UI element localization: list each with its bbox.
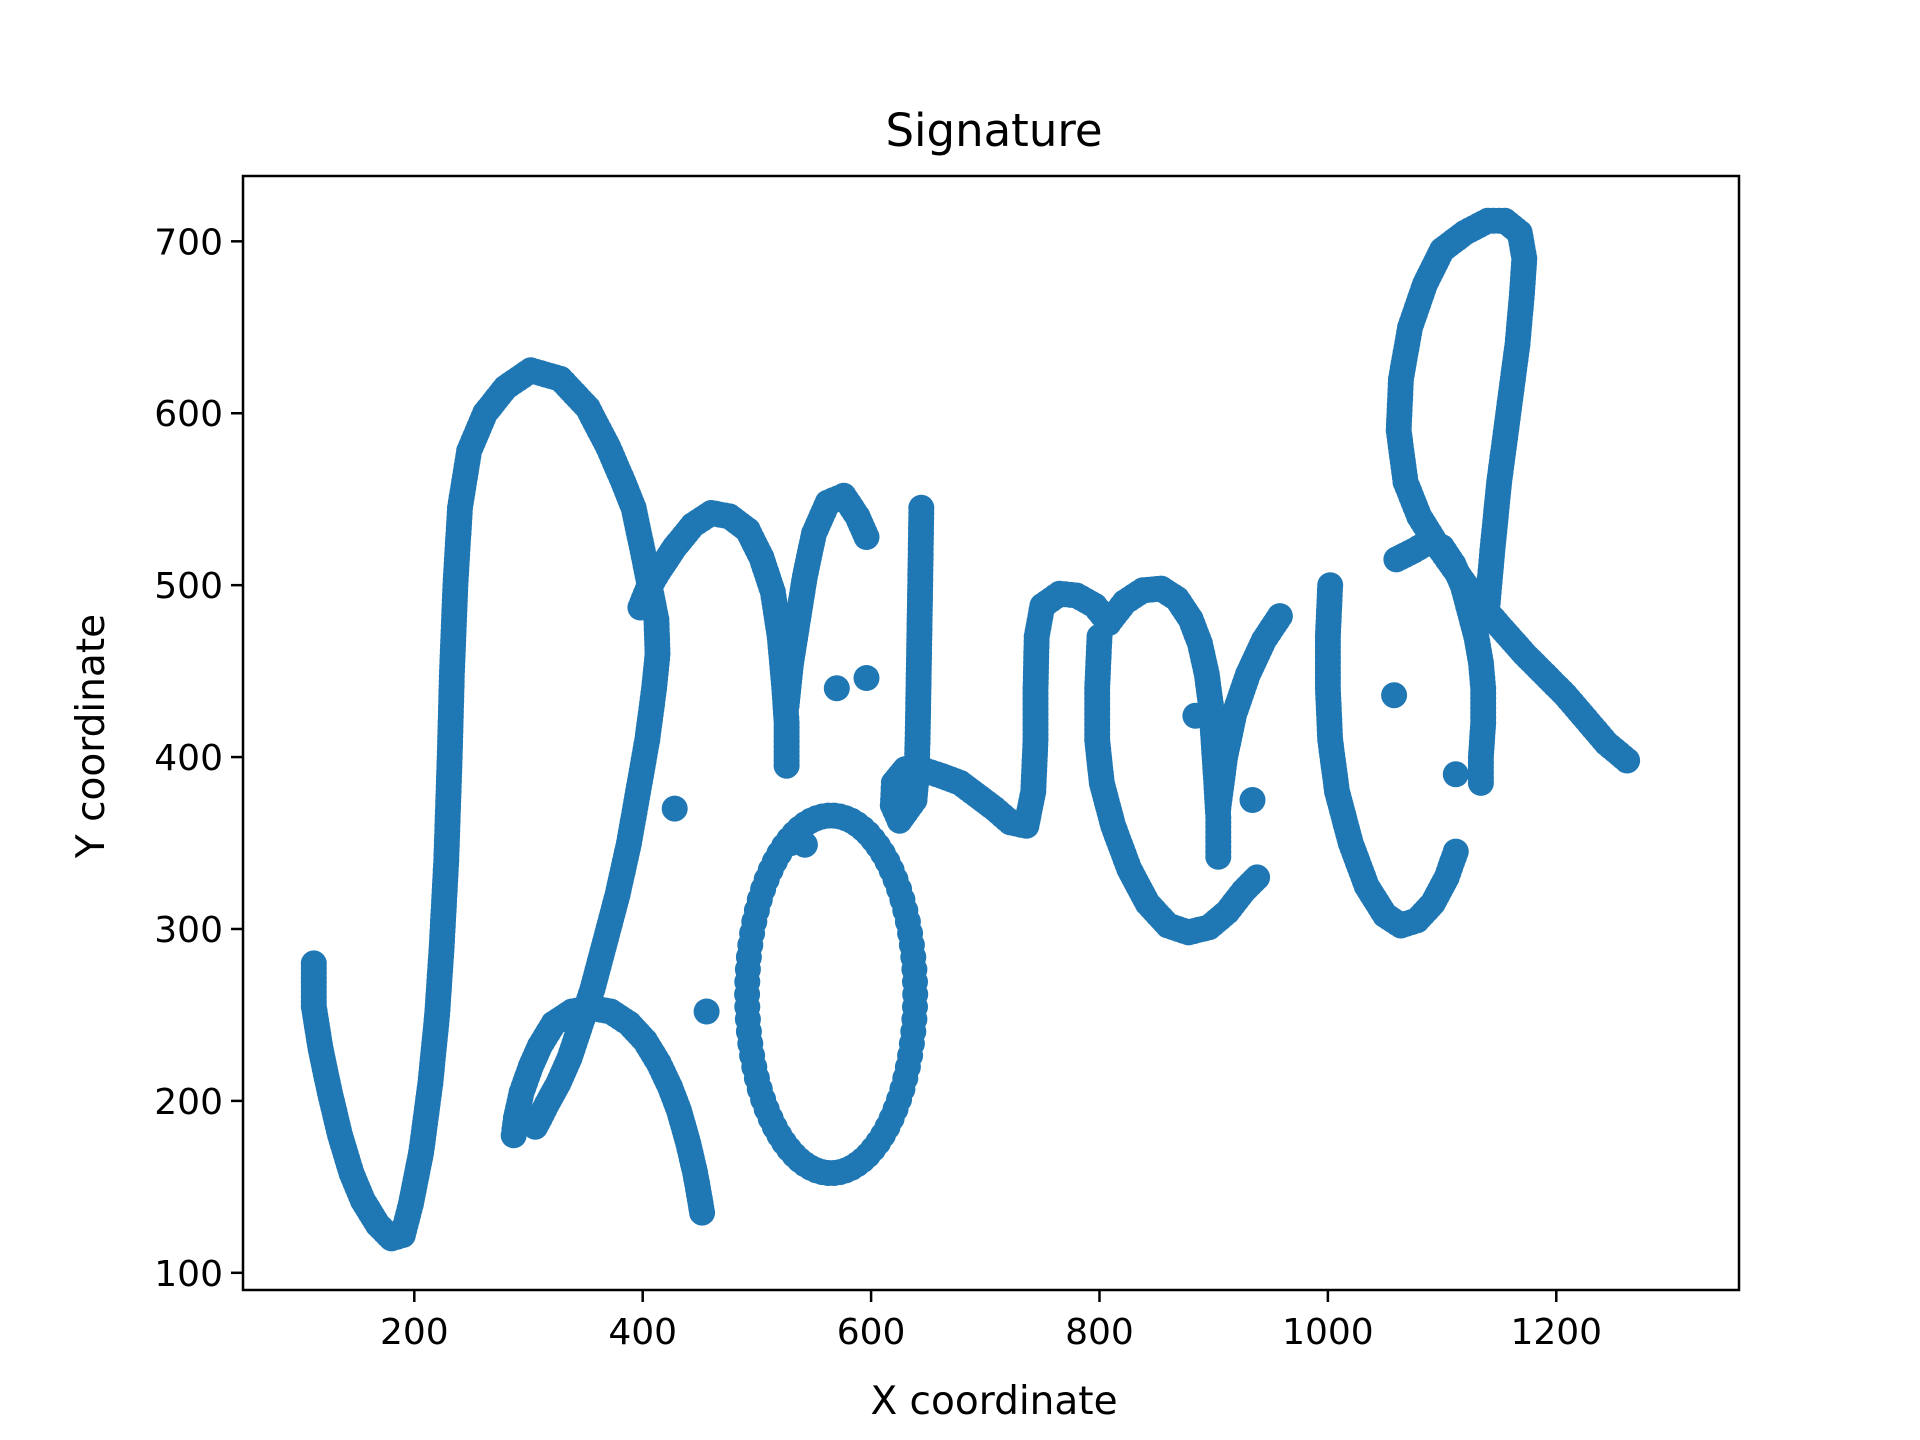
data-point [1244,864,1271,891]
data-point [661,795,688,822]
data-point [1467,769,1494,796]
data-point [1381,682,1408,709]
data-point [902,993,928,1020]
x-tick-label: 800 [1065,1312,1134,1353]
data-points-layer [300,207,1641,1252]
data-point [693,998,720,1025]
data-point [823,675,850,702]
chart-title: Signature [885,104,1102,157]
x-tick-label: 200 [380,1312,449,1353]
y-tick-label: 700 [154,222,223,263]
y-tick-label: 100 [154,1254,223,1295]
y-tick-label: 200 [154,1082,223,1123]
y-tick-label: 600 [154,394,223,435]
data-point [522,1113,549,1140]
x-tick-label: 400 [608,1312,677,1353]
y-tick-label: 300 [154,910,223,951]
data-point [1442,838,1469,865]
data-point [853,524,880,550]
y-axis-label: Y coordinate [69,614,114,859]
plot-frame [241,174,1741,1292]
data-point [791,831,818,858]
data-point [1442,761,1469,788]
y-tick-label: 400 [154,738,223,779]
data-point [1614,747,1641,774]
x-tick-label: 1200 [1510,1312,1602,1353]
data-point [1182,702,1209,729]
x-tick-label: 600 [837,1312,906,1353]
data-point [689,1199,716,1226]
x-axis-label: X coordinate [870,1379,1117,1424]
x-axis-ticks: 200 400 600 800 1000 1200 [380,1290,1602,1353]
y-axis-ticks: 100 200 300 400 500 600 700 [154,222,243,1295]
data-point [1239,787,1266,813]
data-point [853,665,880,691]
data-point [1266,603,1293,630]
y-tick-label: 500 [154,566,223,607]
data-point [1205,843,1232,870]
data-point [773,752,800,779]
x-tick-label: 1000 [1282,1312,1374,1353]
